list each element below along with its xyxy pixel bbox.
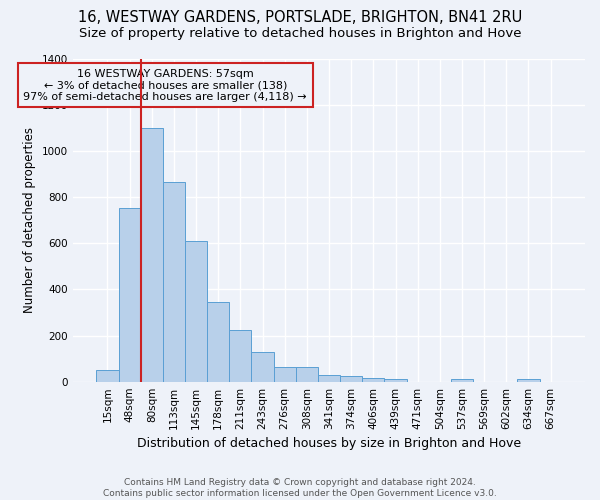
Bar xyxy=(385,379,407,382)
Bar xyxy=(229,330,251,382)
Bar xyxy=(207,302,229,382)
Text: 16, WESTWAY GARDENS, PORTSLADE, BRIGHTON, BN41 2RU: 16, WESTWAY GARDENS, PORTSLADE, BRIGHTON… xyxy=(78,10,522,25)
Bar xyxy=(517,378,539,382)
Text: Size of property relative to detached houses in Brighton and Hove: Size of property relative to detached ho… xyxy=(79,28,521,40)
Bar xyxy=(451,380,473,382)
Bar xyxy=(119,208,140,382)
X-axis label: Distribution of detached houses by size in Brighton and Hove: Distribution of detached houses by size … xyxy=(137,437,521,450)
Bar xyxy=(97,370,119,382)
Text: Contains HM Land Registry data © Crown copyright and database right 2024.
Contai: Contains HM Land Registry data © Crown c… xyxy=(103,478,497,498)
Y-axis label: Number of detached properties: Number of detached properties xyxy=(23,128,37,314)
Bar xyxy=(274,368,296,382)
Bar xyxy=(251,352,274,382)
Bar xyxy=(362,378,385,382)
Bar xyxy=(163,182,185,382)
Bar xyxy=(296,366,318,382)
Bar xyxy=(318,376,340,382)
Text: 16 WESTWAY GARDENS: 57sqm
← 3% of detached houses are smaller (138)
97% of semi-: 16 WESTWAY GARDENS: 57sqm ← 3% of detach… xyxy=(23,68,307,102)
Bar xyxy=(140,128,163,382)
Bar xyxy=(185,241,207,382)
Bar xyxy=(340,376,362,382)
